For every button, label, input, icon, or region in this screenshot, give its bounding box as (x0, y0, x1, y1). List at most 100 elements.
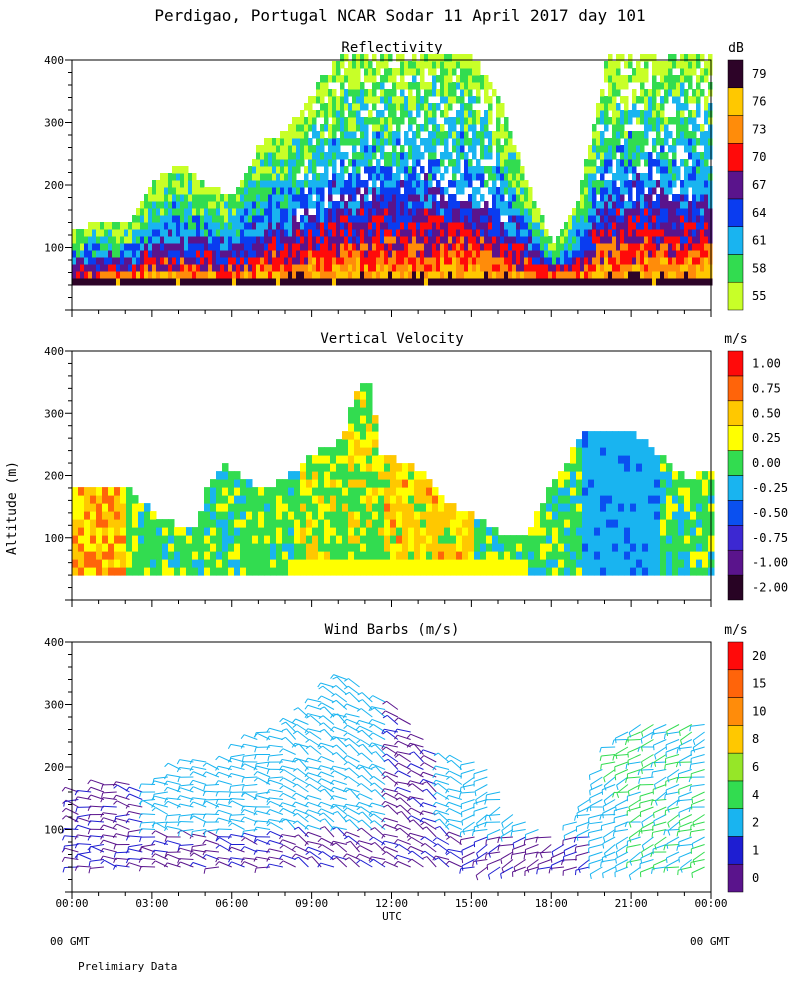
colorbar-label: 76 (752, 95, 766, 109)
wind-barb (524, 844, 539, 855)
wind-barb (445, 770, 463, 778)
wind-barb (215, 844, 232, 853)
wind-barb (678, 724, 693, 737)
wind-barb (215, 809, 232, 815)
wind-barb (381, 792, 399, 800)
wind-barb (74, 843, 92, 849)
wind-barb (689, 829, 705, 837)
wind-barb (163, 840, 181, 846)
wind-barb (88, 866, 104, 874)
y-tick-label: 400 (44, 636, 64, 649)
wind-barb (539, 844, 552, 859)
wind-barb (227, 772, 245, 778)
wind-barb (383, 758, 399, 770)
wind-barb (87, 805, 104, 811)
wind-barb (485, 791, 501, 800)
wind-barb (459, 761, 475, 770)
wind-barb (690, 754, 705, 764)
wind-barb (330, 726, 347, 733)
wind-barb (445, 794, 462, 800)
wind-barb (165, 814, 181, 821)
wind-barb (215, 798, 232, 805)
wind-barb (344, 737, 360, 748)
wind-barb (152, 821, 168, 829)
wind-barb (355, 719, 373, 725)
wind-barb (100, 859, 117, 868)
colorbar-label: 1.00 (752, 356, 781, 370)
wind-barb (641, 844, 654, 857)
wind-barb (473, 776, 488, 787)
wind-barb (331, 842, 348, 853)
wind-barb (678, 821, 693, 833)
wind-barb (304, 713, 322, 719)
wind-barb (125, 818, 143, 824)
colorbar-label: 1 (752, 843, 759, 857)
wind-barb (603, 769, 616, 783)
wind-barb (125, 810, 143, 816)
wind-barb (293, 826, 309, 838)
wind-barb (574, 814, 590, 821)
wind-barb (344, 678, 360, 688)
wind-barb (371, 766, 386, 778)
vertical-velocity-panel: Vertical Velocity100200300400-2.00-1.00-… (44, 331, 788, 607)
wind-barb (641, 754, 654, 767)
colorbar-label: 67 (752, 178, 766, 192)
wind-barb (445, 860, 463, 868)
wind-barb (676, 776, 692, 783)
wind-barb (408, 819, 424, 830)
wind-barb (678, 806, 693, 818)
wind-barb (342, 803, 360, 809)
wind-barb (266, 744, 283, 751)
wind-barb (563, 844, 578, 856)
wind-barb (215, 803, 232, 809)
wind-barb (588, 769, 603, 780)
wind-barb (281, 721, 297, 733)
wind-barb (279, 758, 296, 765)
colorbar-label: 0.00 (752, 456, 781, 470)
wind-barb (578, 859, 590, 873)
wind-barb (330, 786, 347, 793)
colorbar-label: -2.00 (752, 581, 788, 595)
colorbar-label: 55 (752, 289, 766, 303)
footer-right-gmt: 00 GMT (690, 935, 730, 948)
wind-barb (355, 840, 373, 846)
wind-barb (602, 836, 616, 849)
wind-barb (445, 851, 463, 860)
wind-barb (253, 810, 271, 816)
wind-barb (266, 848, 283, 854)
wind-barb (689, 859, 705, 868)
wind-barb (189, 779, 207, 785)
wind-barb (343, 761, 360, 770)
wind-barb (653, 754, 667, 767)
wind-barb (653, 806, 667, 818)
wind-barb (381, 788, 399, 794)
wind-barb (419, 778, 437, 785)
wind-barb (383, 804, 399, 815)
wind-barb (394, 854, 411, 860)
wind-barb (512, 836, 526, 849)
wind-barb (369, 707, 386, 718)
wind-barb (627, 754, 641, 766)
colorbar-swatch (727, 115, 744, 144)
colorbar-swatch (727, 641, 744, 671)
wind-barb (462, 776, 475, 790)
wind-barb (639, 866, 654, 878)
wind-barb (484, 814, 501, 821)
wind-barb (127, 829, 143, 837)
wind-barb (151, 802, 168, 808)
wind-barb (357, 766, 373, 778)
wind-barb (461, 806, 475, 818)
wind-barb (76, 814, 92, 822)
colorbar-label: 0.75 (752, 381, 781, 395)
colorbar-label: 0 (752, 871, 759, 885)
wind-barb (330, 770, 347, 778)
wind-barb (342, 713, 360, 719)
wind-barb (460, 799, 475, 809)
wind-barb (279, 748, 296, 755)
wind-barb (100, 847, 117, 853)
colorbar-swatch (727, 400, 744, 426)
wind-barb (548, 866, 565, 874)
wind-barb (203, 821, 219, 828)
wind-barb (510, 829, 526, 837)
